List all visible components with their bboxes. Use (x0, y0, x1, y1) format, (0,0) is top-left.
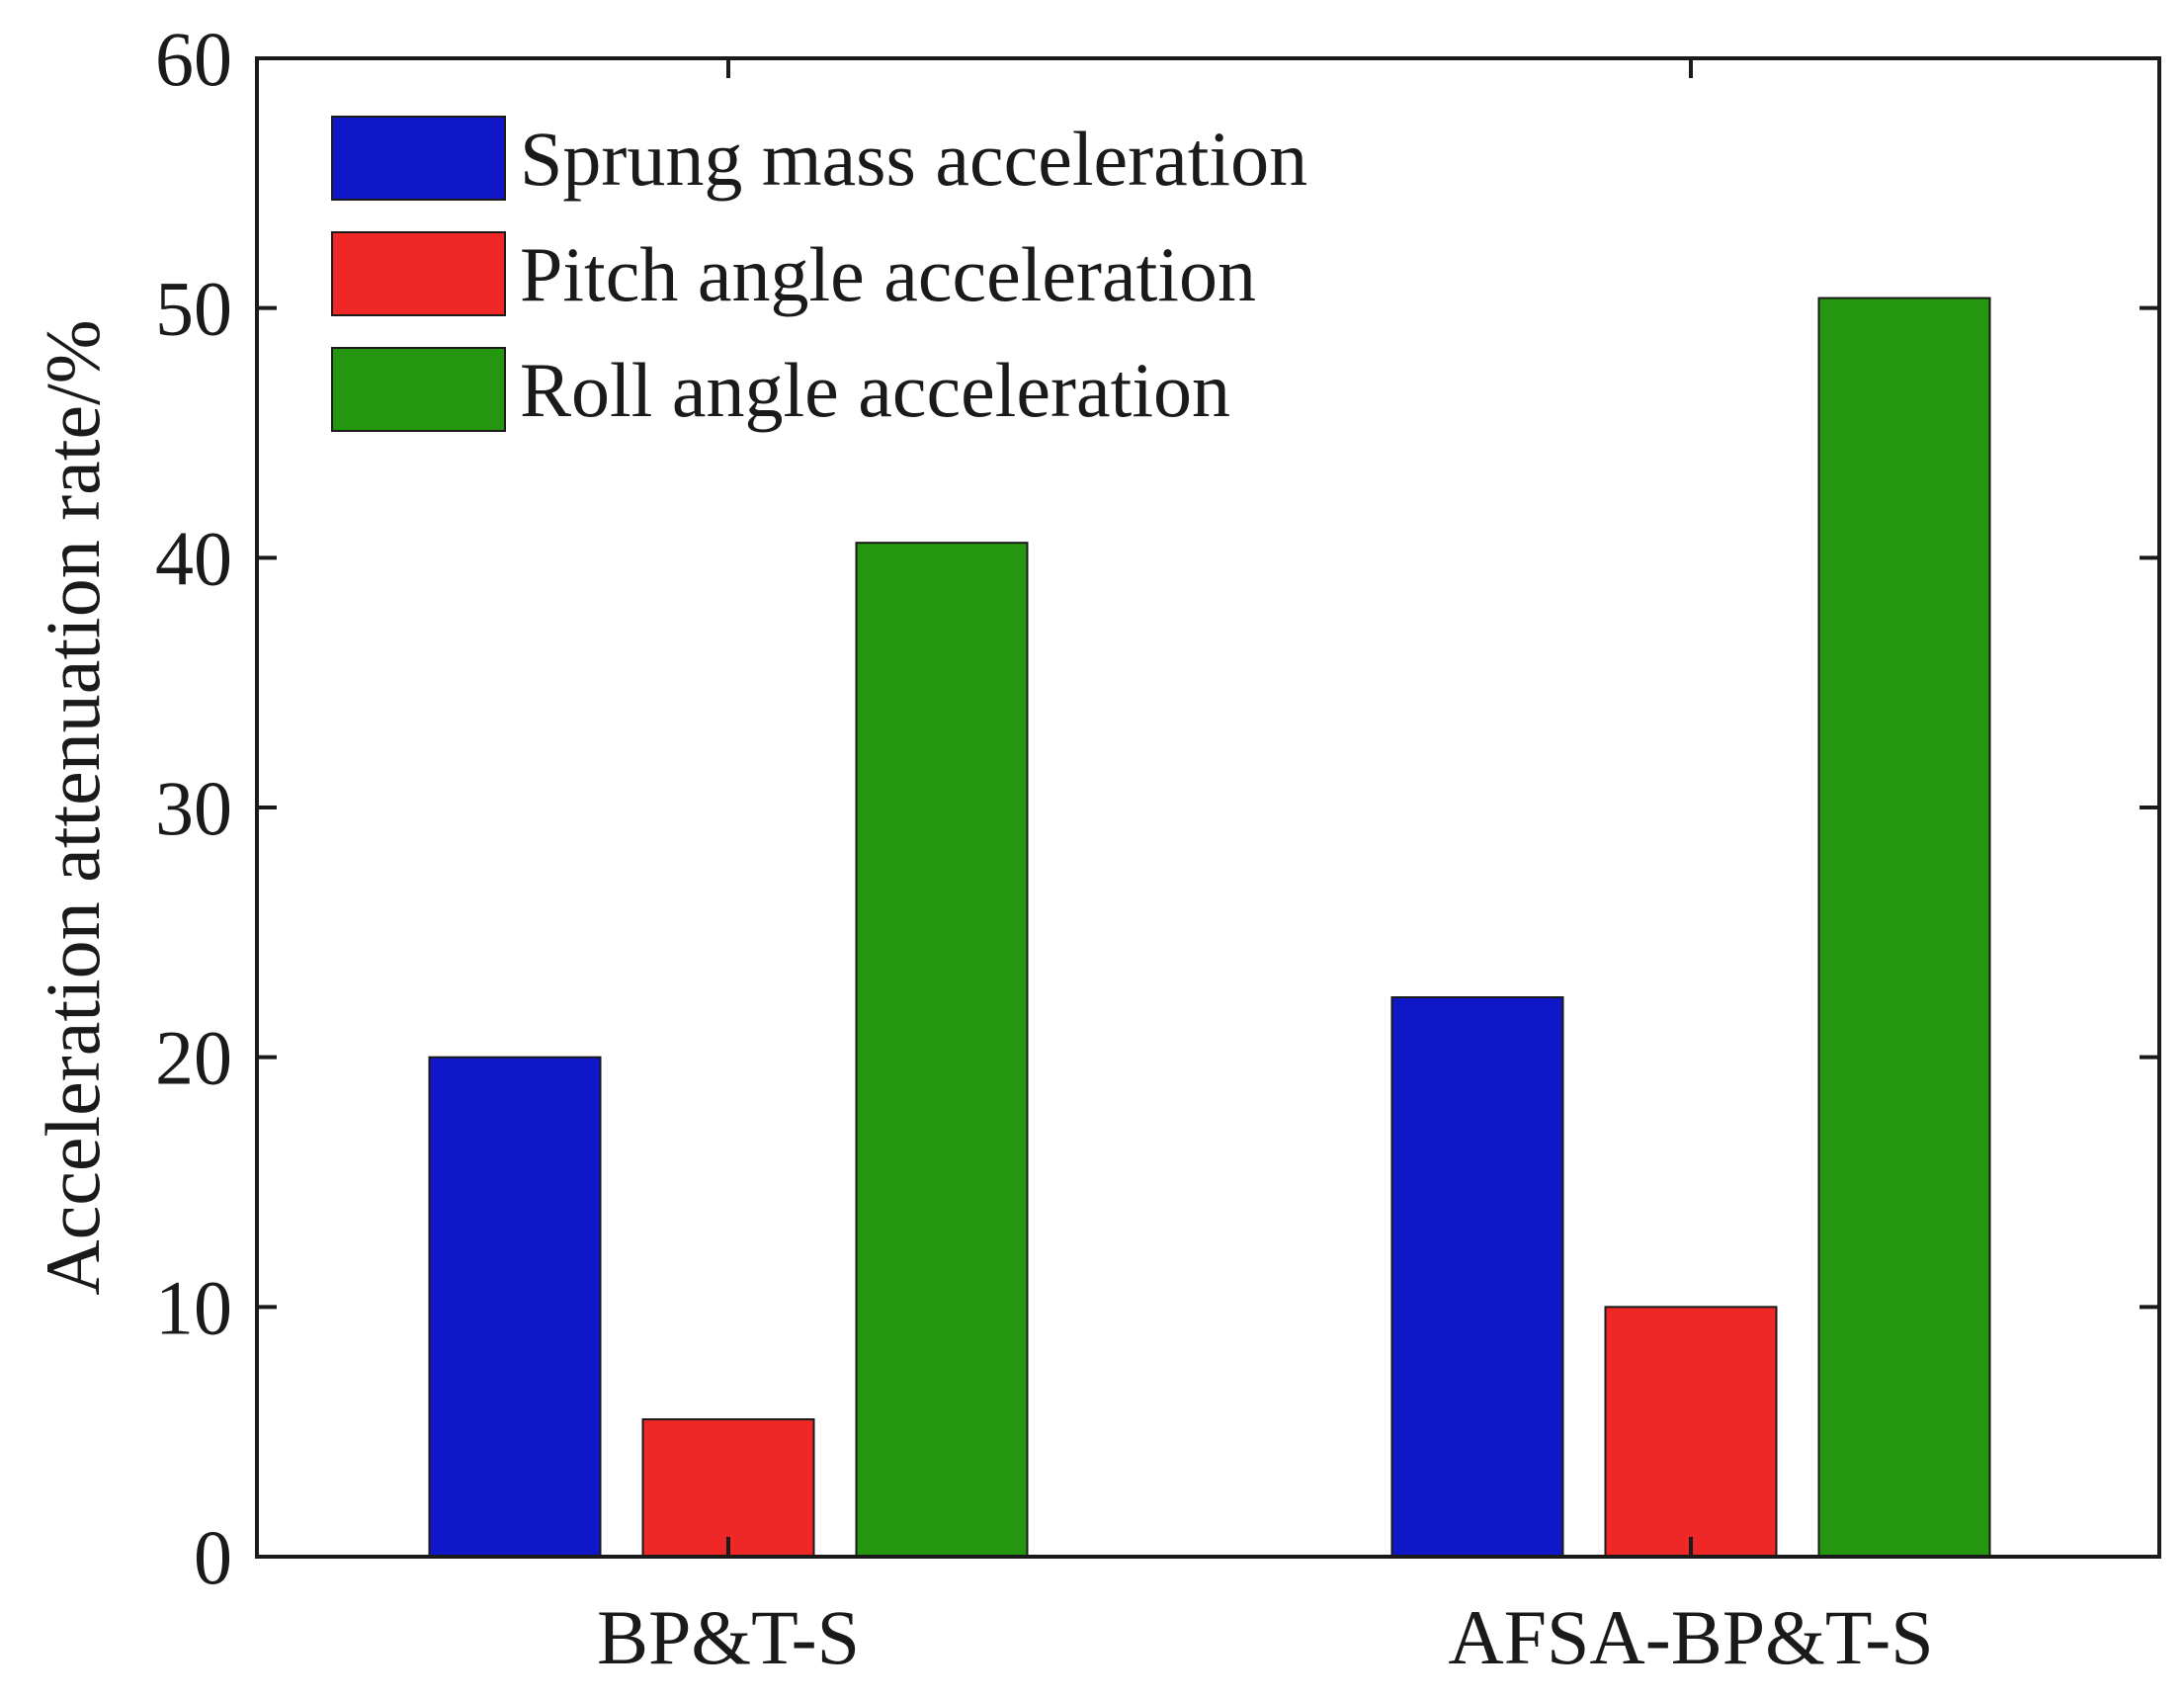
y-tick-label-60: 60 (155, 16, 232, 102)
bar-roll-angle-acceleration-0 (855, 542, 1029, 1558)
legend: Sprung mass acceleration Pitch angle acce… (331, 116, 1307, 433)
legend-label-pitch-angle-acceleration: Pitch angle acceleration (520, 231, 1256, 317)
y-tick-label-20: 20 (155, 1015, 232, 1101)
legend-label-sprung-mass-acceleration: Sprung mass acceleration (520, 116, 1307, 202)
y-tick-label-30: 30 (155, 765, 232, 851)
bar-roll-angle-acceleration-1 (1817, 297, 1991, 1558)
legend-label-roll-angle-acceleration: Roll angle acceleration (520, 347, 1230, 433)
x-tick-label-1: AFSA-BP&T-S (1448, 1594, 1933, 1680)
y-tick-label-10: 10 (155, 1264, 232, 1350)
x-tick-label-0: BP&T-S (597, 1594, 860, 1680)
legend-swatch-pitch-angle-acceleration (331, 231, 506, 316)
bars-layer (428, 297, 1991, 1559)
y-tick-label-0: 0 (194, 1514, 232, 1600)
bar-pitch-angle-acceleration-0 (641, 1418, 815, 1558)
y-tick-labels: 0 10 20 30 40 50 60 (155, 16, 232, 1600)
ticks-layer (257, 56, 2159, 1559)
x-tick-labels: BP&T-S AFSA-BP&T-S (597, 1594, 1934, 1680)
bar-pitch-angle-acceleration-1 (1604, 1306, 1778, 1559)
y-tick-label-50: 50 (155, 266, 232, 352)
legend-swatch-sprung-mass-acceleration (331, 116, 506, 201)
bar-sprung-mass-acceleration-0 (428, 1056, 602, 1558)
y-axis-label: Acceleration attenuation rate/% (30, 319, 116, 1296)
bar-sprung-mass-acceleration-1 (1390, 996, 1564, 1558)
y-tick-label-40: 40 (155, 515, 232, 601)
legend-swatch-roll-angle-acceleration (331, 347, 506, 432)
